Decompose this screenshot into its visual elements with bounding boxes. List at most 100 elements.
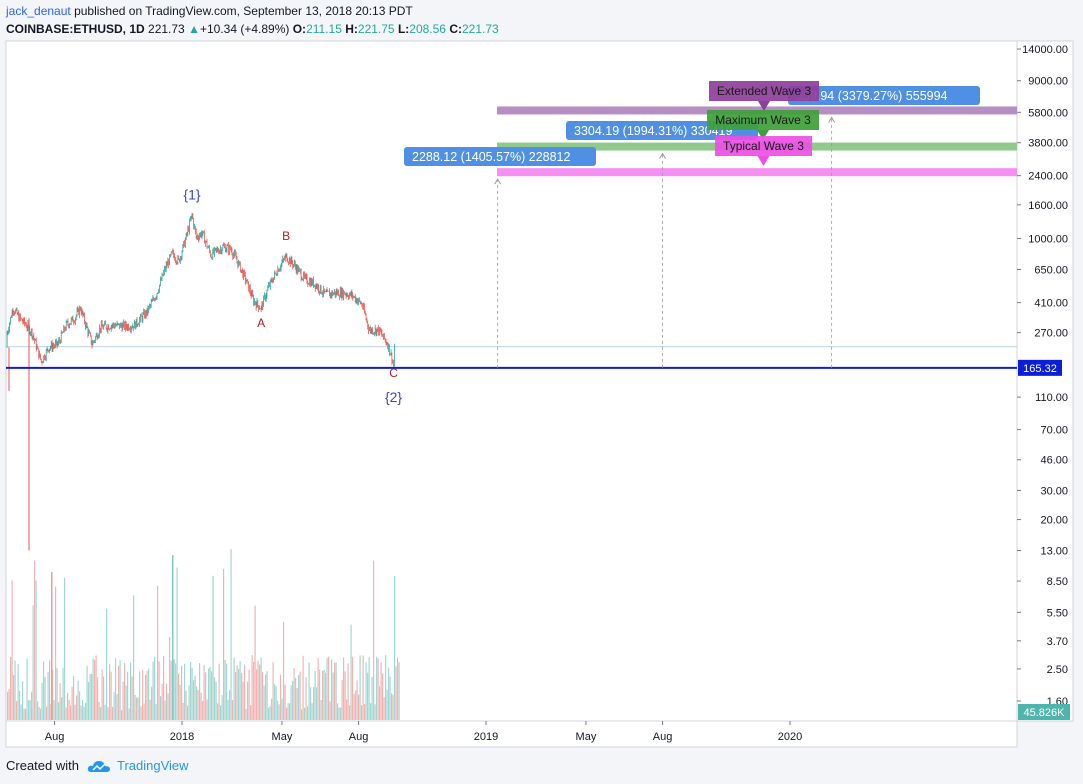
volume-bar (382, 673, 384, 720)
volume-bar (197, 690, 199, 720)
time-axis[interactable] (5, 720, 1018, 748)
volume-bar (346, 699, 348, 720)
volume-bar (170, 660, 172, 720)
close-label: C: (449, 22, 462, 36)
volume-bar (71, 686, 73, 720)
open-label: O: (292, 22, 307, 36)
target-band (497, 168, 1017, 177)
volume-bar (208, 668, 210, 720)
volume-bar (95, 655, 97, 720)
wave-label: B (282, 229, 290, 243)
volume-bar (100, 707, 102, 720)
tradingview-link[interactable]: TradingView (116, 758, 189, 773)
volume-bar (88, 682, 90, 720)
volume-bar (389, 676, 391, 720)
volume-bar (371, 677, 373, 720)
volume-bar (23, 708, 25, 720)
volume-bar (97, 677, 99, 720)
volume-bar (143, 703, 145, 720)
x-tick-label: May (272, 731, 293, 743)
volume-bar (164, 700, 166, 720)
volume-bar (385, 655, 387, 720)
wave-box (707, 110, 819, 130)
x-tick-label: 2019 (474, 731, 498, 743)
close-value: 221.73 (461, 22, 499, 36)
volume-bar (145, 674, 147, 720)
volume-bar (127, 671, 129, 720)
volume-bar (116, 694, 118, 720)
volume-bar (247, 681, 249, 720)
volume-bar (335, 662, 337, 720)
volume-bar (46, 706, 48, 720)
volume-bar (302, 655, 304, 720)
volume-bar (244, 664, 246, 720)
volume-bar (268, 707, 270, 720)
volume-bar (149, 699, 151, 720)
x-tick-label: 2020 (778, 731, 802, 743)
volume-bar (316, 687, 318, 720)
x-tick-label: Aug (349, 731, 369, 743)
volume-bar (262, 672, 264, 720)
volume-bar (347, 663, 349, 720)
x-axis-ticks: Aug 2018 May Aug 2019 May Aug 2020 (45, 721, 802, 743)
low-value: 208.56 (409, 22, 446, 36)
volume-bar (26, 658, 28, 720)
volume-bar (320, 700, 322, 720)
volume-bar (136, 697, 138, 720)
volume-bar (325, 672, 327, 720)
volume-bar (13, 675, 15, 720)
volume-bar (107, 707, 109, 720)
volume-bar (266, 671, 268, 720)
volume-bar (304, 707, 306, 720)
volume-bar (157, 585, 159, 720)
volume-bar (103, 676, 105, 720)
volume-bars (7, 549, 400, 720)
volume-bar (70, 705, 72, 720)
volume-bar (146, 670, 148, 720)
volume-bar (295, 677, 297, 720)
volume-bar (278, 704, 280, 720)
volume-bar (20, 704, 22, 720)
volume-bar (94, 659, 96, 720)
volume-bar (379, 686, 381, 720)
volume-bar (257, 660, 259, 720)
volume-bar (44, 677, 46, 720)
volume-bar (233, 657, 235, 720)
volume-bar (86, 665, 88, 720)
volume-bar (128, 708, 130, 720)
volume-bar (131, 676, 133, 720)
volume-bar (250, 705, 252, 720)
author-link[interactable]: jack_denaut (6, 4, 71, 18)
target-zones: 559.94 (3379.27%) 555994 3304.19 (1994.31… (6, 81, 1017, 369)
publish-line: jack_denaut published on TradingView.com… (6, 4, 413, 18)
volume-bar (8, 688, 10, 720)
y-tick-label: 46.00 (1040, 455, 1068, 467)
volume-bar (251, 655, 253, 720)
volume-bar (230, 549, 232, 720)
volume-bar (314, 671, 316, 720)
volume-bar (34, 560, 36, 720)
y-tick-label: 3800.00 (1028, 138, 1068, 150)
volume-bar (292, 681, 294, 720)
volume-bar (175, 663, 177, 720)
volume-bar (344, 671, 346, 720)
volume-bar (265, 674, 267, 720)
volume-bar (185, 690, 187, 720)
symbol-label[interactable]: COINBASE:ETHUSD, 1D (6, 22, 145, 36)
volume-bar (275, 686, 277, 720)
y-tick-label: 1000.00 (1028, 234, 1068, 246)
volume-bar (22, 681, 24, 720)
volume-bar (217, 703, 219, 720)
volume-bar (140, 706, 142, 720)
volume-bar (151, 686, 153, 720)
created-with-text: Created with (6, 758, 79, 773)
volume-bar (214, 677, 216, 720)
volume-bar (7, 691, 9, 720)
volume-bar (341, 680, 343, 720)
volume-bar (388, 667, 390, 720)
volume-bar (209, 666, 211, 720)
price-axis[interactable] (1016, 40, 1074, 722)
volume-bar (68, 699, 70, 720)
volume-bar (338, 707, 340, 720)
